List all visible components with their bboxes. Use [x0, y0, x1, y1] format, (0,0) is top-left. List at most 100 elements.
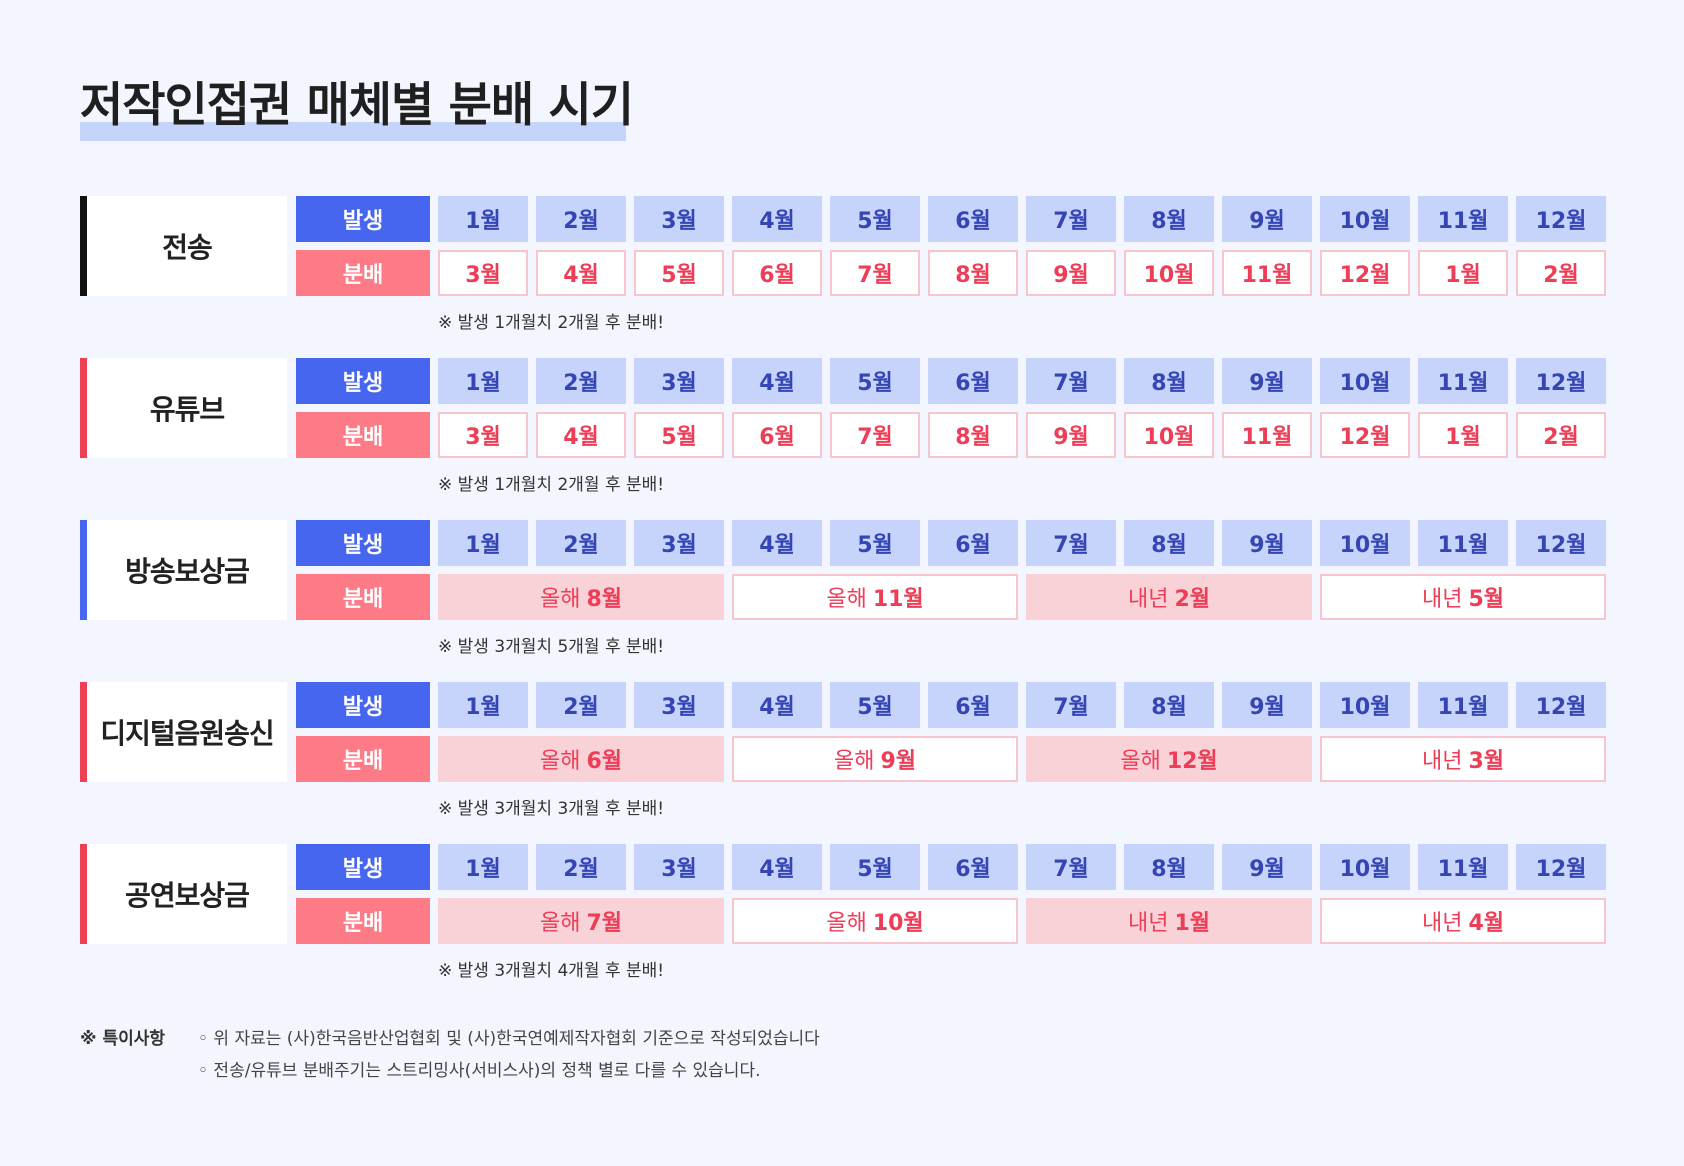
media-section: 전송 발생 분배 1월 2월 3월 4월 5월 6월 7월 8월 9월 10월 11월 12월 3월 4월 5월 6…	[80, 196, 1606, 333]
occurrence-month-cell: 2월	[536, 682, 626, 728]
distribution-year-prefix: 올해	[539, 911, 581, 936]
distribution-month-cell: 내년 2월	[1026, 574, 1312, 620]
occurrence-month-cell: 10월	[1320, 358, 1410, 404]
occurrence-month-cell: 8월	[1124, 682, 1214, 728]
distribution-tag: 분배	[296, 736, 430, 782]
distribution-month-value: 7월	[857, 263, 893, 288]
media-section: 디지털음원송신 발생 분배 1월 2월 3월 4월 5월 6월 7월 8월 9월 10월 11월 12월 올해…	[80, 682, 1606, 819]
occurrence-month-cell: 5월	[830, 520, 920, 566]
distribution-year-prefix: 내년	[1127, 587, 1169, 612]
distribution-note: ※ 발생 3개월치 4개월 후 분배!	[438, 961, 665, 981]
distribution-month-value: 6월	[759, 263, 795, 288]
distribution-month-cell: 6월	[732, 250, 822, 296]
media-section: 방송보상금 발생 분배 1월 2월 3월 4월 5월 6월 7월 8월 9월 10월 11월 12월 올해 8월…	[80, 520, 1606, 657]
distribution-month-cell: 3월	[438, 250, 528, 296]
distribution-year-prefix: 올해	[539, 749, 581, 774]
occurrence-tag: 발생	[296, 358, 430, 404]
distribution-month-cell: 올해 9월	[732, 736, 1018, 782]
media-label-box: 디지털음원송신	[80, 682, 287, 782]
occurrence-tag: 발생	[296, 196, 430, 242]
distribution-month-cell: 11월	[1222, 412, 1312, 458]
title-highlight	[80, 122, 626, 141]
occurrence-month-cell: 12월	[1516, 358, 1606, 404]
distribution-year-prefix: 올해	[539, 587, 581, 612]
page-title: 저작인접권 매체별 분배 시기	[80, 78, 634, 133]
distribution-month-value: 6월	[586, 749, 623, 774]
distribution-month-cell: 9월	[1026, 250, 1116, 296]
distribution-month-cell: 8월	[928, 412, 1018, 458]
media-accent-bar	[80, 844, 87, 944]
distribution-month-value: 6월	[759, 425, 795, 450]
media-label: 디지털음원송신	[100, 717, 274, 750]
distribution-month-cell: 12월	[1320, 250, 1410, 296]
distribution-month-value: 9월	[1053, 425, 1089, 450]
occurrence-tag: 발생	[296, 520, 430, 566]
occurrence-month-cell: 9월	[1222, 520, 1312, 566]
distribution-month-value: 5월	[661, 263, 697, 288]
occurrence-month-cell: 8월	[1124, 520, 1214, 566]
occurrence-month-cell: 12월	[1516, 844, 1606, 890]
distribution-month-cell: 6월	[732, 412, 822, 458]
occurrence-month-cell: 8월	[1124, 844, 1214, 890]
distribution-month-value: 11월	[872, 587, 924, 612]
distribution-month-value: 1월	[1174, 911, 1211, 936]
occurrence-month-cell: 8월	[1124, 358, 1214, 404]
occurrence-month-cell: 4월	[732, 844, 822, 890]
occurrence-month-cell: 3월	[634, 358, 724, 404]
distribution-month-cell: 8월	[928, 250, 1018, 296]
distribution-month-value: 2월	[1174, 587, 1211, 612]
distribution-month-cell: 5월	[634, 250, 724, 296]
distribution-month-cell: 올해 12월	[1026, 736, 1312, 782]
occurrence-month-cell: 5월	[830, 844, 920, 890]
distribution-month-value: 2월	[1543, 425, 1579, 450]
distribution-note: ※ 발생 3개월치 5개월 후 분배!	[438, 637, 665, 657]
media-label: 전송	[162, 231, 213, 264]
distribution-month-cell: 올해 6월	[438, 736, 724, 782]
distribution-month-cell: 2월	[1516, 412, 1606, 458]
occurrence-month-cell: 1월	[438, 682, 528, 728]
distribution-month-value: 10월	[1143, 263, 1195, 288]
distribution-month-cell: 올해 8월	[438, 574, 724, 620]
distribution-month-cell: 7월	[830, 250, 920, 296]
occurrence-month-cell: 6월	[928, 196, 1018, 242]
occurrence-month-cell: 7월	[1026, 682, 1116, 728]
occurrence-month-cell: 4월	[732, 358, 822, 404]
distribution-month-value: 5월	[661, 425, 697, 450]
distribution-month-value: 11월	[1241, 425, 1293, 450]
distribution-year-prefix: 올해	[826, 911, 867, 936]
distribution-month-cell: 1월	[1418, 250, 1508, 296]
distribution-month-cell: 9월	[1026, 412, 1116, 458]
occurrence-month-cell: 6월	[928, 682, 1018, 728]
distribution-year-prefix: 내년	[1421, 749, 1463, 774]
occurrence-month-cell: 1월	[438, 844, 528, 890]
distribution-year-prefix: 내년	[1421, 587, 1463, 612]
occurrence-month-cell: 6월	[928, 844, 1018, 890]
distribution-year-prefix: 내년	[1421, 911, 1463, 936]
distribution-tag: 분배	[296, 412, 430, 458]
occurrence-month-cell: 2월	[536, 520, 626, 566]
distribution-note: ※ 발생 1개월치 2개월 후 분배!	[438, 313, 665, 333]
occurrence-month-cell: 10월	[1320, 682, 1410, 728]
distribution-month-value: 5월	[1468, 587, 1505, 612]
occurrence-month-cell: 4월	[732, 682, 822, 728]
distribution-month-cell: 10월	[1124, 250, 1214, 296]
distribution-month-value: 3월	[1468, 749, 1505, 774]
distribution-month-value: 4월	[563, 425, 599, 450]
occurrence-month-cell: 6월	[928, 358, 1018, 404]
distribution-month-value: 3월	[465, 263, 501, 288]
distribution-month-value: 4월	[563, 263, 599, 288]
occurrence-month-cell: 10월	[1320, 196, 1410, 242]
occurrence-month-cell: 9월	[1222, 844, 1312, 890]
media-label: 방송보상금	[125, 555, 250, 588]
distribution-month-value: 7월	[586, 911, 623, 936]
occurrence-month-cell: 4월	[732, 196, 822, 242]
distribution-month-value: 10월	[1143, 425, 1195, 450]
distribution-month-cell: 4월	[536, 412, 626, 458]
distribution-month-cell: 11월	[1222, 250, 1312, 296]
distribution-month-cell: 12월	[1320, 412, 1410, 458]
media-accent-bar	[80, 682, 87, 782]
distribution-month-value: 11월	[1241, 263, 1293, 288]
distribution-month-cell: 내년 1월	[1026, 898, 1312, 944]
distribution-month-value: 2월	[1543, 263, 1579, 288]
